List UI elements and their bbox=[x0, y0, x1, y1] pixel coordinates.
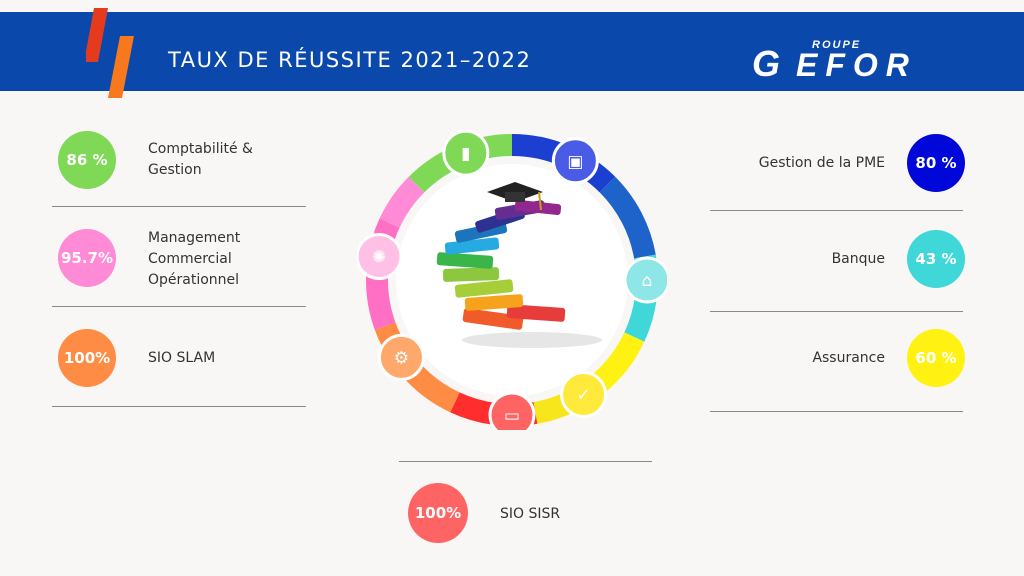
divider bbox=[710, 411, 963, 412]
divider bbox=[399, 461, 652, 462]
rate-circle-banque: 43 % bbox=[907, 230, 965, 288]
gears-icon: ⚙ bbox=[377, 333, 425, 381]
rate-circle-comptabilite: 86 % bbox=[58, 131, 116, 189]
computer-icon: ▭ bbox=[488, 391, 536, 430]
svg-text:EFOR: EFOR bbox=[796, 47, 917, 82]
svg-text:✓: ✓ bbox=[576, 385, 590, 405]
label-comptabilite: Comptabilité & Gestion bbox=[148, 141, 253, 178]
header-bar: TAUX DE RÉUSSITE 2021–2022 ROUPE G EFOR bbox=[0, 12, 1024, 91]
svg-text:▮: ▮ bbox=[461, 144, 470, 164]
center-wheel: ▮ ▣ ⌂ ✓ ▭ ⚙ ✺ bbox=[357, 130, 667, 430]
checkmark-icon: ✓ bbox=[560, 370, 608, 418]
svg-text:ROUPE: ROUPE bbox=[812, 39, 861, 51]
divider bbox=[52, 306, 306, 307]
chart-icon: ▮ bbox=[442, 130, 490, 177]
svg-text:✺: ✺ bbox=[372, 248, 386, 268]
svg-text:▭: ▭ bbox=[504, 406, 520, 426]
label-management: Management Commercial Opérationnel bbox=[148, 230, 241, 288]
divider bbox=[710, 311, 963, 312]
decorative-stripes bbox=[86, 8, 134, 98]
network-icon: ✺ bbox=[357, 233, 403, 281]
book-stack-illustration bbox=[436, 182, 602, 348]
svg-text:⌂: ⌂ bbox=[642, 271, 653, 291]
gefor-logo: ROUPE G EFOR bbox=[752, 39, 917, 82]
svg-text:G: G bbox=[752, 43, 780, 82]
label-banque: Banque bbox=[831, 251, 885, 267]
rate-circle-sio-slam: 100% bbox=[58, 329, 116, 387]
rate-circle-gestion-pme: 80 % bbox=[907, 134, 965, 192]
divider bbox=[710, 210, 963, 211]
rate-circle-assurance: 60 % bbox=[907, 329, 965, 387]
page-title: TAUX DE RÉUSSITE 2021–2022 bbox=[168, 48, 532, 72]
svg-text:▣: ▣ bbox=[567, 152, 583, 172]
bank-icon: ⌂ bbox=[623, 256, 667, 304]
rate-circle-sio-sisr: 100% bbox=[408, 483, 468, 543]
label-sio-slam: SIO SLAM bbox=[148, 350, 216, 366]
ring-segment bbox=[599, 176, 656, 259]
divider bbox=[52, 206, 306, 207]
wallet-icon: ▣ bbox=[551, 137, 599, 185]
label-gestion-pme: Gestion de la PME bbox=[758, 155, 885, 171]
label-assurance: Assurance bbox=[812, 350, 885, 366]
label-sio-sisr: SIO SISR bbox=[500, 506, 561, 522]
rate-circle-management: 95.7% bbox=[58, 229, 116, 287]
svg-text:⚙: ⚙ bbox=[394, 348, 409, 368]
ring-segment bbox=[379, 176, 425, 228]
divider bbox=[52, 406, 306, 407]
